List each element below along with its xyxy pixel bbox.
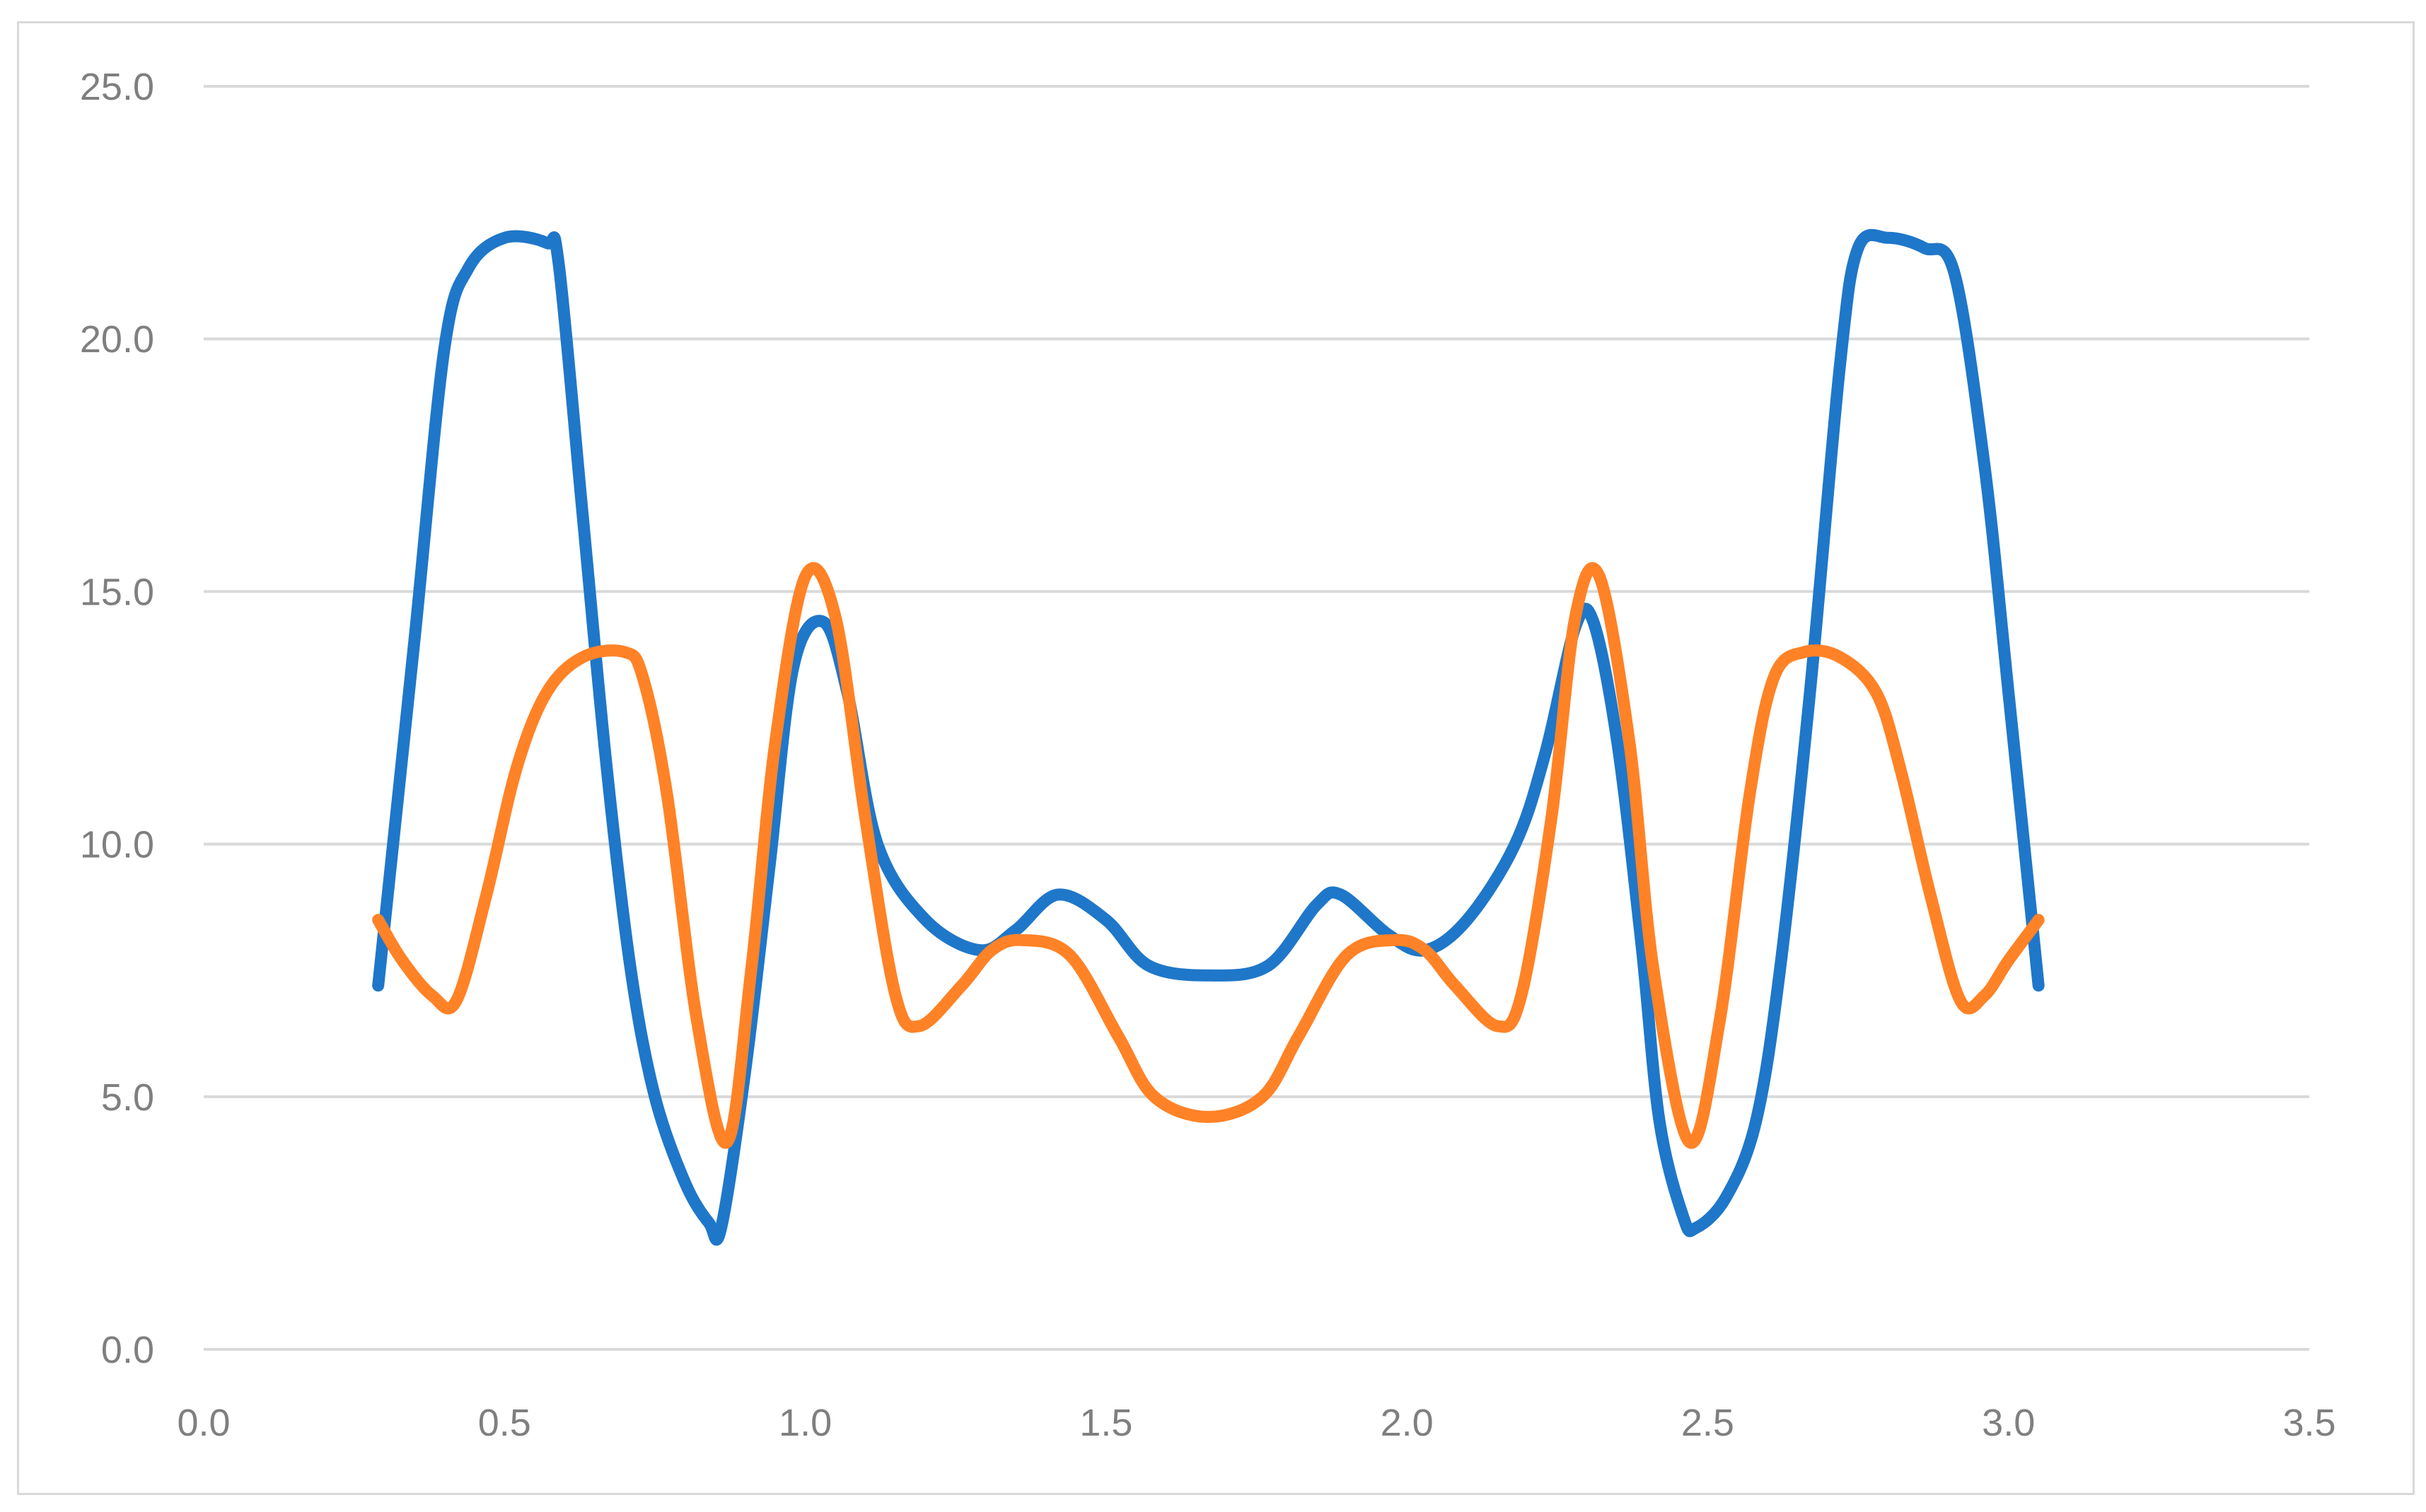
y-axis-ticks: 0.0 5.0 10.0 15.0 20.0 25.0: [80, 66, 154, 1371]
y-tick-label: 20.0: [80, 318, 154, 361]
series-group: [372, 228, 2045, 1246]
x-tick-label: 0.0: [177, 1402, 230, 1444]
x-tick-label: 1.0: [779, 1402, 832, 1444]
series-line-1: [372, 228, 2045, 1246]
y-tick-label: 0.0: [101, 1329, 154, 1371]
y-tick-label: 15.0: [80, 571, 154, 613]
x-tick-label: 2.5: [1681, 1402, 1734, 1444]
y-tick-label: 10.0: [80, 824, 154, 866]
x-tick-label: 3.5: [2282, 1402, 2335, 1444]
series-line-2: [372, 562, 2045, 1149]
x-tick-label: 2.0: [1381, 1402, 1434, 1444]
y-tick-label: 25.0: [80, 66, 154, 108]
gridlines: [204, 85, 2309, 1351]
y-tick-label: 5.0: [101, 1076, 154, 1119]
x-tick-label: 3.0: [1982, 1402, 2035, 1444]
x-tick-label: 1.5: [1079, 1402, 1132, 1444]
x-tick-label: 0.5: [478, 1402, 531, 1444]
x-axis-ticks: 0.0 0.5 1.0 1.5 2.0 2.5 3.0 3.5: [177, 1402, 2335, 1444]
